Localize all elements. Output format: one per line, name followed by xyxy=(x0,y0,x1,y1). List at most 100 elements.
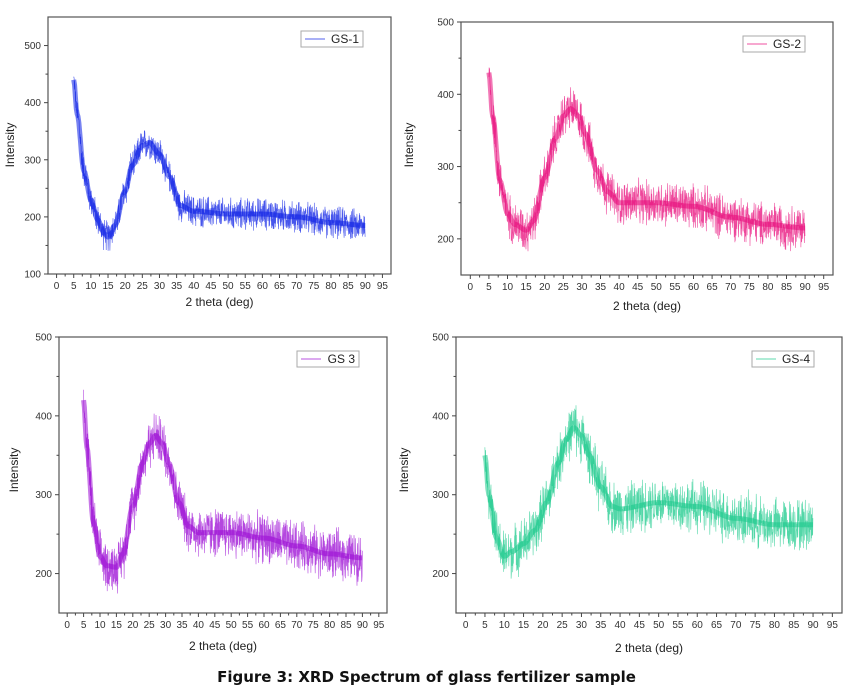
series-core-band xyxy=(71,79,366,240)
x-tick-label: 25 xyxy=(558,282,570,293)
x-tick-label: 75 xyxy=(308,281,320,292)
legend-box xyxy=(296,350,360,368)
y-tick-label: 400 xyxy=(35,411,52,422)
x-tick-label: 85 xyxy=(781,282,793,293)
x-tick-label: 0 xyxy=(64,620,70,631)
x-tick-label: 50 xyxy=(651,282,663,293)
x-tick-label: 90 xyxy=(357,620,369,631)
x-tick-label: 80 xyxy=(325,281,337,292)
series-core-band xyxy=(486,72,806,233)
x-tick-label: 60 xyxy=(692,620,704,631)
x-tick-label: 50 xyxy=(223,281,235,292)
y-tick-label: 100 xyxy=(24,270,41,281)
legend-label: GS-4 xyxy=(782,352,810,366)
x-tick-label: 45 xyxy=(205,281,217,292)
x-tick-label: 45 xyxy=(634,620,646,631)
x-tick-label: 85 xyxy=(788,620,800,631)
x-tick-label: 10 xyxy=(499,620,511,631)
x-tick-label: 70 xyxy=(291,620,303,631)
x-tick-label: 15 xyxy=(521,282,533,293)
x-tick-label: 35 xyxy=(176,620,188,631)
series-core-band xyxy=(482,425,813,559)
x-tick-label: 35 xyxy=(595,282,607,293)
chart-panel-1: 0 5 10 15 20 25 30 35 40 45 50 55 60 65 70 75 80 85 90 95 10… xyxy=(3,16,392,309)
y-tick-label: 300 xyxy=(432,490,449,501)
x-tick-label: 25 xyxy=(144,620,156,631)
x-tick-label: 50 xyxy=(653,620,665,631)
x-tick-label: 75 xyxy=(308,620,320,631)
figure-caption: Figure 3: XRD Spectrum of glass fertiliz… xyxy=(217,668,636,686)
x-tick-label: 40 xyxy=(193,620,205,631)
x-tick-label: 25 xyxy=(557,620,569,631)
x-tick-label: 15 xyxy=(102,281,114,292)
y-tick-label: 500 xyxy=(24,41,41,52)
x-tick-label: 85 xyxy=(340,620,352,631)
x-tick-label: 20 xyxy=(127,620,139,631)
x-tick-label: 55 xyxy=(240,281,252,292)
y-tick-label: 200 xyxy=(24,212,41,223)
y-tick-label: 400 xyxy=(432,411,449,422)
y-tick-label: 300 xyxy=(24,155,41,166)
legend-label: GS 3 xyxy=(328,352,356,366)
x-tick-label: 65 xyxy=(707,282,719,293)
x-tick-label: 20 xyxy=(120,281,132,292)
y-tick-label: 300 xyxy=(35,490,52,501)
x-tick-label: 90 xyxy=(800,282,812,293)
x-tick-label: 20 xyxy=(539,282,551,293)
y-tick-label: 200 xyxy=(432,569,449,580)
x-tick-label: 0 xyxy=(463,620,469,631)
x-tick-label: 40 xyxy=(188,281,200,292)
y-tick-label: 300 xyxy=(437,162,454,173)
x-tick-label: 65 xyxy=(274,281,286,292)
legend-box xyxy=(300,30,364,48)
y-tick-label: 200 xyxy=(437,234,454,245)
x-tick-label: 90 xyxy=(807,620,819,631)
x-tick-label: 5 xyxy=(81,620,87,631)
y-tick-label: 200 xyxy=(35,569,52,580)
x-tick-label: 80 xyxy=(324,620,336,631)
legend: GS-2 xyxy=(742,35,806,53)
x-tick-label: 10 xyxy=(85,281,97,292)
x-tick-label: 0 xyxy=(54,281,60,292)
series-core-band xyxy=(81,399,363,570)
x-tick-label: 95 xyxy=(377,281,389,292)
x-tick-label: 60 xyxy=(688,282,700,293)
legend-label: GS-1 xyxy=(331,32,359,46)
y-axis-title: Intensity xyxy=(7,448,21,493)
x-tick-label: 70 xyxy=(291,281,303,292)
x-tick-label: 80 xyxy=(762,282,774,293)
x-tick-label: 95 xyxy=(827,620,839,631)
y-tick-label: 400 xyxy=(437,90,454,101)
y-tick-label: 500 xyxy=(437,18,454,29)
x-tick-label: 10 xyxy=(94,620,106,631)
x-tick-label: 70 xyxy=(730,620,742,631)
x-tick-label: 45 xyxy=(632,282,644,293)
x-tick-label: 35 xyxy=(171,281,183,292)
plot-frame xyxy=(455,336,843,614)
x-tick-label: 85 xyxy=(343,281,355,292)
x-tick-label: 65 xyxy=(711,620,723,631)
x-axis-title: 2 theta (deg) xyxy=(185,295,253,309)
y-tick-label: 500 xyxy=(35,333,52,344)
x-axis-title: 2 theta (deg) xyxy=(189,639,257,653)
legend: GS-1 xyxy=(300,30,364,48)
x-tick-label: 80 xyxy=(769,620,781,631)
x-tick-label: 40 xyxy=(614,282,626,293)
x-tick-label: 35 xyxy=(595,620,607,631)
x-tick-label: 70 xyxy=(725,282,737,293)
x-tick-label: 60 xyxy=(258,620,270,631)
x-tick-label: 90 xyxy=(360,281,372,292)
x-tick-label: 5 xyxy=(482,620,488,631)
x-tick-label: 30 xyxy=(154,281,166,292)
legend: GS-4 xyxy=(751,350,815,368)
x-tick-label: 60 xyxy=(257,281,269,292)
x-axis-title: 2 theta (deg) xyxy=(613,299,681,313)
series-line-gs-3 xyxy=(83,389,363,594)
series-line-gs-4 xyxy=(484,405,814,579)
x-tick-label: 30 xyxy=(576,620,588,631)
x-tick-label: 30 xyxy=(160,620,172,631)
x-tick-label: 30 xyxy=(576,282,588,293)
x-tick-label: 5 xyxy=(71,281,77,292)
x-tick-label: 65 xyxy=(275,620,287,631)
legend: GS 3 xyxy=(296,350,360,368)
